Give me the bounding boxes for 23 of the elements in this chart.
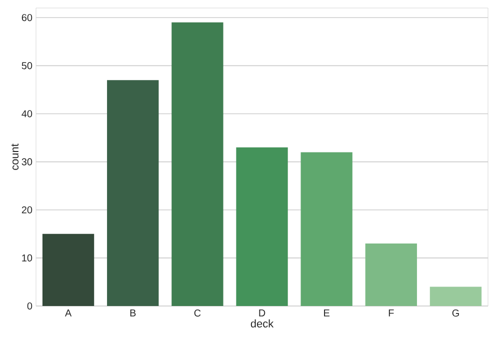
x-tick-label: A (64, 310, 72, 316)
y-tick-label: 30 (22, 158, 32, 166)
bar (107, 80, 159, 306)
bar (236, 147, 288, 306)
bar (172, 22, 224, 306)
y-tick-label: 40 (22, 110, 32, 118)
bar (300, 152, 352, 306)
bar (430, 286, 482, 306)
x-tick-label: E (324, 310, 330, 316)
y-tick-label: 0 (27, 302, 32, 310)
y-tick-label: 20 (22, 206, 32, 214)
bar (42, 234, 94, 306)
x-tick-label: F (388, 310, 394, 316)
x-tick-label: G (452, 310, 459, 317)
y-tick-label: 50 (22, 62, 32, 70)
x-tick-label: D (259, 310, 266, 316)
y-axis-title: count (11, 144, 19, 170)
x-tick-label: C (194, 310, 201, 317)
y-tick-label: 10 (22, 254, 32, 262)
x-tick-label: B (130, 310, 136, 316)
y-tick-label: 60 (22, 14, 32, 22)
bar (365, 244, 417, 306)
x-axis-title: deck (250, 319, 274, 328)
